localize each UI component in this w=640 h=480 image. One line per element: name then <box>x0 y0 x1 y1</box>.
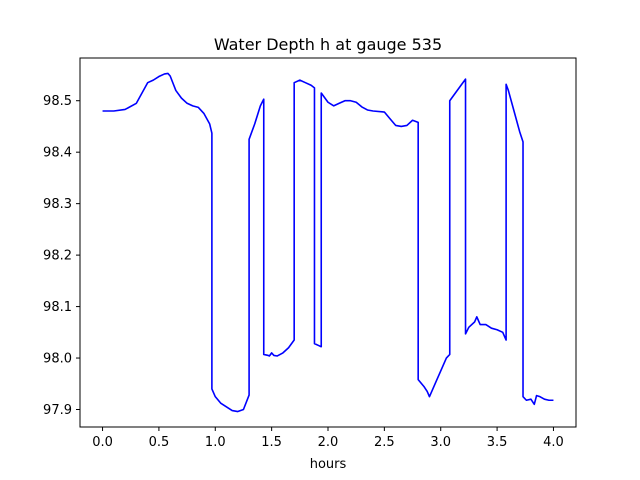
y-tick-label: 98.2 <box>43 249 72 264</box>
y-tick-label: 98.0 <box>43 352 72 367</box>
x-tick-label: 2.5 <box>374 435 395 450</box>
y-tick-label: 97.9 <box>43 403 72 418</box>
chart-title: Water Depth h at gauge 535 <box>214 35 442 54</box>
x-tick-label: 4.0 <box>543 435 564 450</box>
x-tick-label: 0.5 <box>149 435 170 450</box>
y-tick-label: 98.5 <box>43 94 72 109</box>
plot-frame <box>79 57 577 428</box>
x-tick-label: 1.5 <box>261 435 282 450</box>
x-axis-label: hours <box>310 457 347 472</box>
y-tick-label: 98.4 <box>43 146 72 161</box>
ticks-layer: 0.0 0.5 1.0 1.5 2.0 2.5 3.0 3.5 4.0 97.9 98.0 98.1 9… <box>43 94 564 450</box>
y-tick-label: 98.1 <box>43 300 72 315</box>
x-tick-label: 3.0 <box>430 435 451 450</box>
x-tick-label: 3.5 <box>487 435 508 450</box>
y-tick-label: 98.3 <box>43 197 72 212</box>
x-tick-label: 1.0 <box>205 435 226 450</box>
x-tick-label: 0.0 <box>92 435 113 450</box>
series-line-0 <box>102 72 554 413</box>
plot-layer <box>102 72 554 413</box>
x-tick-label: 2.0 <box>318 435 339 450</box>
